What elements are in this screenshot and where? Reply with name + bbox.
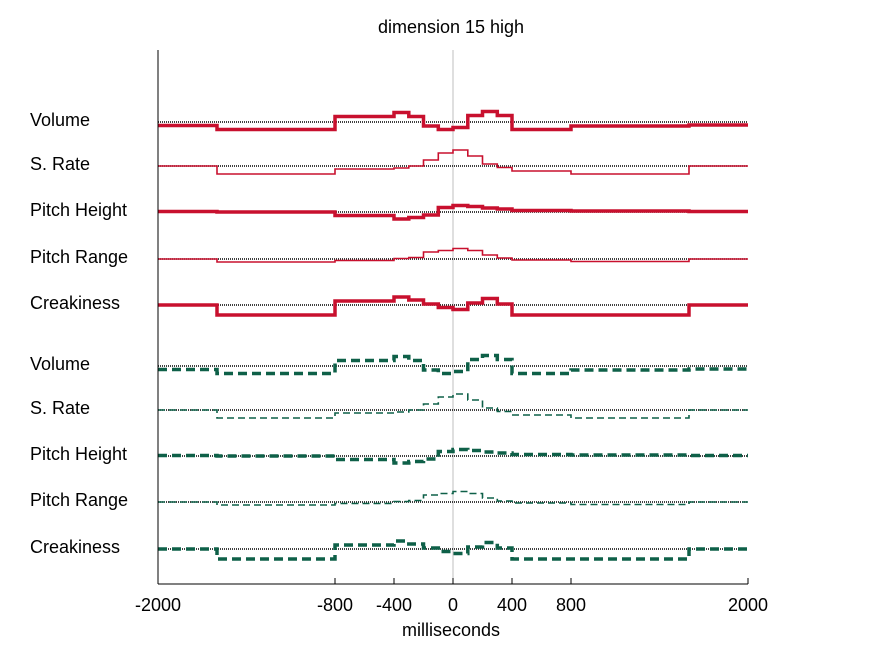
series-s-rate-1 [158,149,748,175]
series-s-rate-2 [158,393,748,419]
row-label: Pitch Range [30,490,128,510]
series-pitch-range-1 [158,247,748,263]
x-tick-label: 2000 [728,595,768,615]
row-label: Creakiness [30,293,120,313]
row-label: S. Rate [30,154,90,174]
x-tick-label: -2000 [135,595,181,615]
x-tick-label: -400 [376,595,412,615]
row-labels: Volume S. Rate Pitch Height Pitch Range Crea… [30,110,128,557]
row-label: Pitch Height [30,444,127,464]
series-volume-1 [158,109,748,132]
row-label: Pitch Height [30,200,127,220]
series-creakiness-1 [158,295,748,317]
series-pitch-height-1 [158,203,748,221]
x-tick-label: 400 [497,595,527,615]
x-tick-label: 800 [556,595,586,615]
series-pitch-height-2 [158,447,748,465]
row-label: S. Rate [30,398,90,418]
chart-title: dimension 15 high [378,17,524,37]
x-axis-label: milliseconds [402,620,500,640]
row-label: Volume [30,354,90,374]
row-label: Creakiness [30,537,120,557]
x-tick-label: 0 [448,595,458,615]
series-pitch-range-2 [158,490,748,506]
x-tick-label: -800 [317,595,353,615]
x-axis-ticks: -2000 -800 -400 0 400 800 2000 [135,578,768,615]
row-label: Volume [30,110,90,130]
series-layer [158,109,748,561]
row-label: Pitch Range [30,247,128,267]
